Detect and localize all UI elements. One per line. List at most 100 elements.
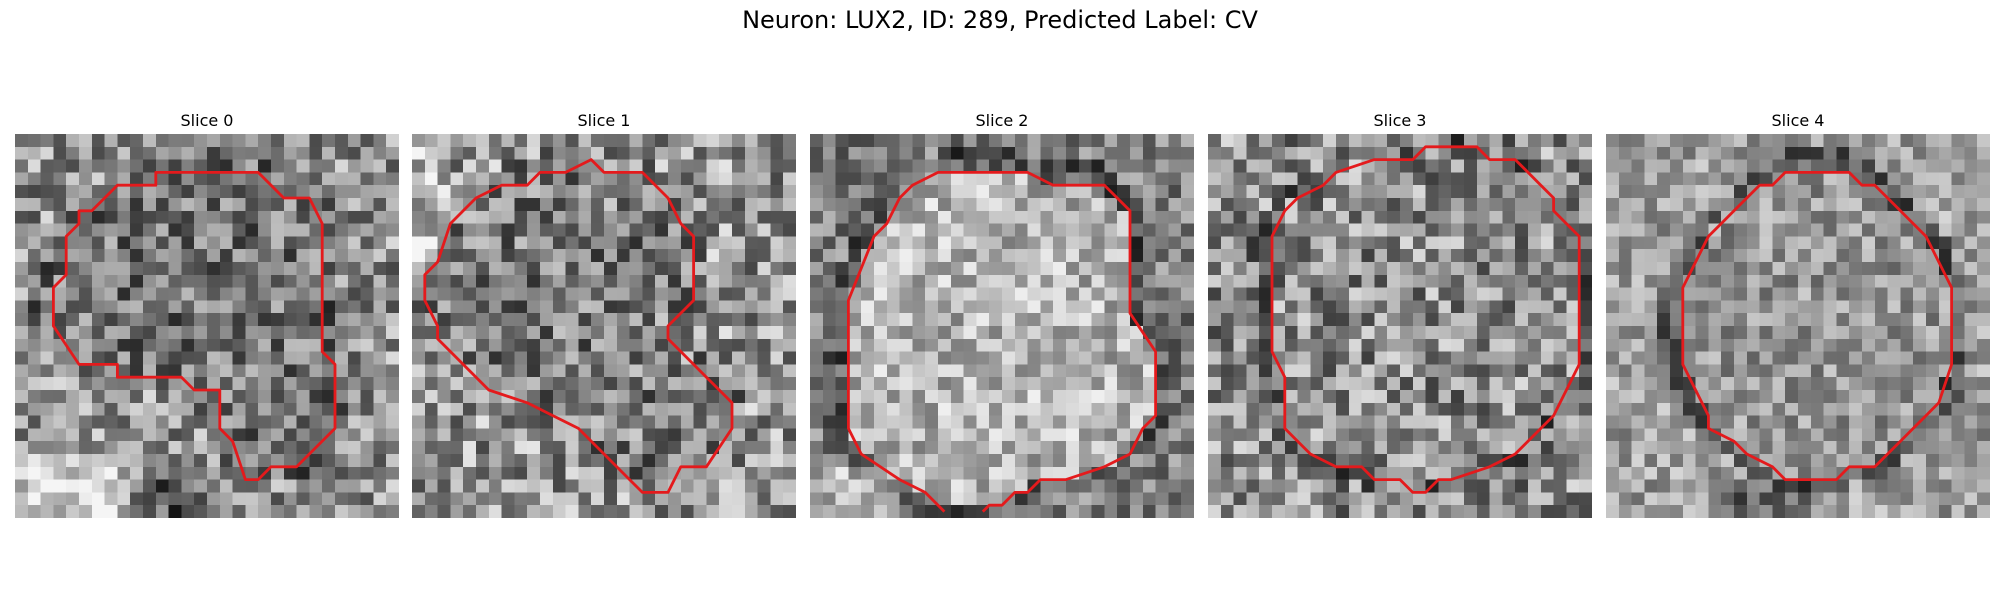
pixel (783, 185, 796, 199)
pixel (322, 466, 336, 480)
pixel (1951, 415, 1965, 429)
pixel (66, 364, 80, 378)
pixel (386, 262, 399, 276)
pixel (181, 300, 195, 314)
pixel (912, 492, 926, 506)
pixel (1104, 210, 1118, 224)
pixel (1670, 364, 1684, 378)
pixel (1734, 454, 1748, 468)
pixel (488, 159, 502, 173)
pixel (1515, 249, 1529, 263)
pixel (1476, 134, 1490, 148)
pixel (1014, 210, 1028, 224)
pixel (1579, 172, 1592, 186)
pixel (1951, 172, 1965, 186)
pixel (1566, 415, 1580, 429)
pixel (1400, 236, 1414, 250)
pixel (693, 159, 707, 173)
pixel (1938, 146, 1952, 160)
pixel (938, 326, 952, 340)
pixel (1233, 236, 1247, 250)
pixel (1014, 479, 1028, 493)
pixel (938, 428, 952, 442)
pixel (1272, 402, 1286, 416)
pixel (1938, 313, 1952, 327)
pixel (424, 390, 438, 404)
pixel (335, 338, 349, 352)
pixel (104, 172, 118, 186)
pixel (770, 441, 784, 455)
pixel (40, 326, 54, 340)
pixel (1181, 172, 1194, 186)
pixel (874, 492, 888, 506)
pixel (719, 364, 733, 378)
pixel (245, 441, 259, 455)
pixel (1785, 364, 1799, 378)
pixel (861, 479, 875, 493)
pixel (1926, 236, 1940, 250)
pixel (501, 505, 515, 518)
pixel (130, 210, 144, 224)
pixel (938, 313, 952, 327)
pixel (1091, 428, 1105, 442)
pixel (848, 185, 862, 199)
pixel (604, 441, 618, 455)
pixel (693, 428, 707, 442)
pixel (79, 326, 93, 340)
pixel (1387, 351, 1401, 365)
pixel (732, 377, 746, 391)
pixel (1606, 134, 1620, 148)
pixel (989, 326, 1003, 340)
pixel (642, 402, 656, 416)
pixel (616, 377, 630, 391)
pixel (437, 159, 451, 173)
pixel (271, 223, 285, 237)
pixel (899, 454, 913, 468)
pixel (616, 172, 630, 186)
pixel (1721, 236, 1735, 250)
pixel (91, 402, 105, 416)
pixel (1104, 274, 1118, 288)
pixel (91, 415, 105, 429)
pixel (1155, 274, 1169, 288)
pixel (1053, 479, 1067, 493)
pixel (296, 146, 310, 160)
pixel (181, 274, 195, 288)
pixel (476, 338, 490, 352)
pixel (437, 262, 451, 276)
pixel (424, 441, 438, 455)
pixel (296, 364, 310, 378)
pixel (1387, 223, 1401, 237)
pixel (335, 313, 349, 327)
pixel (527, 492, 541, 506)
pixel (1233, 172, 1247, 186)
pixel (296, 262, 310, 276)
pixel (642, 287, 656, 301)
pixel (1810, 390, 1824, 404)
pixel (412, 351, 426, 365)
pixel (1297, 274, 1311, 288)
pixel (1887, 466, 1901, 480)
pixel (1361, 287, 1375, 301)
pixel (168, 364, 182, 378)
pixel (271, 454, 285, 468)
pixel (360, 210, 374, 224)
pixel (1849, 377, 1863, 391)
pixel (783, 402, 796, 416)
pixel (1631, 287, 1645, 301)
pixel (668, 390, 682, 404)
pixel (1348, 338, 1362, 352)
pixel (1284, 172, 1298, 186)
pixel (514, 338, 528, 352)
pixel (40, 390, 54, 404)
pixel (1451, 262, 1465, 276)
pixel (1798, 454, 1812, 468)
pixel (335, 364, 349, 378)
pixel (117, 402, 131, 416)
pixel (1027, 441, 1041, 455)
pixel (168, 287, 182, 301)
pixel (168, 351, 182, 365)
pixel (1181, 377, 1194, 391)
pixel (835, 210, 849, 224)
pixel (1823, 146, 1837, 160)
